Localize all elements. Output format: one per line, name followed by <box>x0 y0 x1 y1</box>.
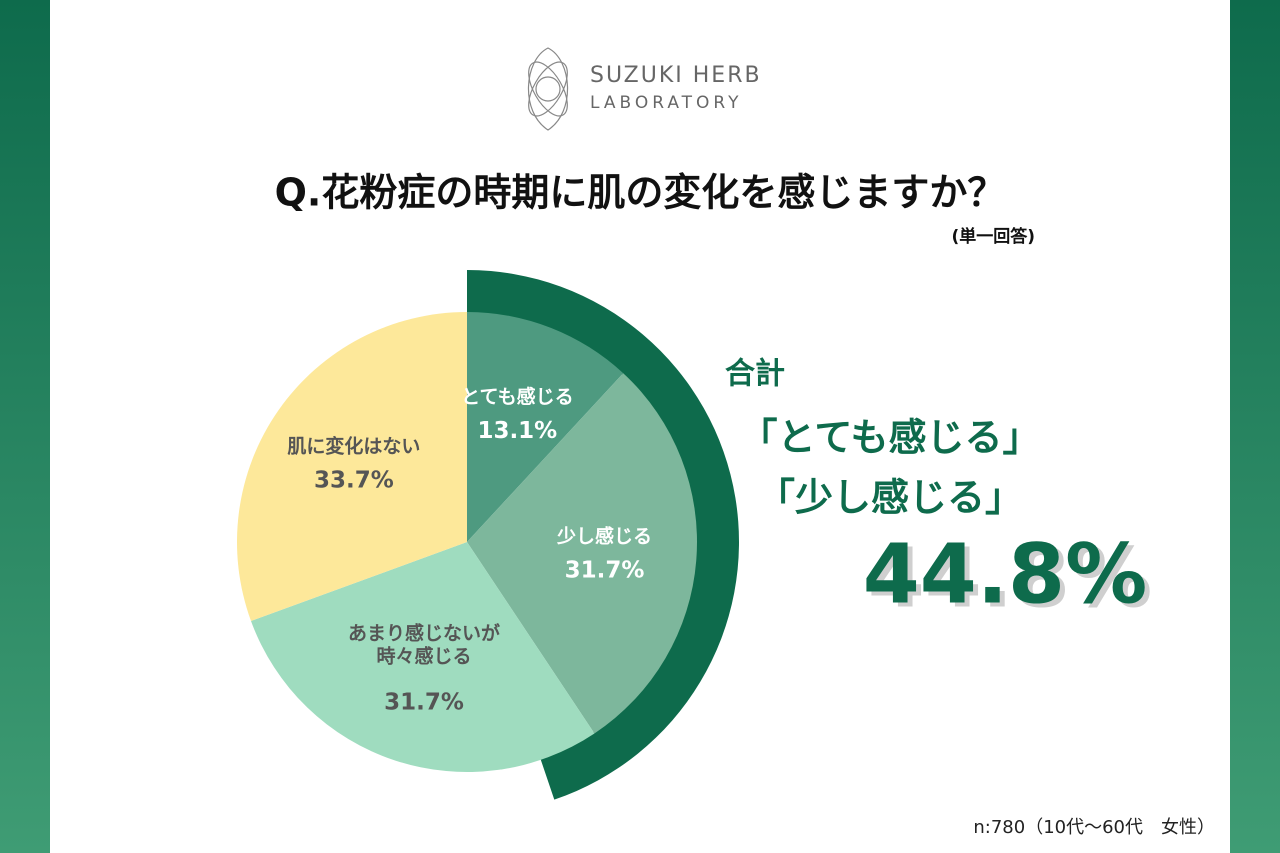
note: n:780（10代〜60代 女性） <box>973 817 1215 838</box>
total-value: 44.8% <box>863 527 1147 622</box>
slice-label: あまり感じないが時々感じる <box>348 621 500 667</box>
side-bar <box>0 0 50 853</box>
total-band <box>467 270 739 800</box>
pie: とても感じる 13.1% 少し感じる 31.7% あまり感じないが時々感じる 31.7% 肌… <box>237 270 739 800</box>
slice-value: 31.7% <box>384 690 464 716</box>
logo-text: LABORATORY <box>590 93 743 113</box>
slice-value: 31.7% <box>565 558 645 584</box>
total-item: 「とても感じる」 <box>740 416 1041 460</box>
total-item: 「少し感じる」 <box>757 476 1023 520</box>
logo-mark <box>527 47 569 131</box>
logo-text: SUZUKI HERB <box>590 63 762 88</box>
pie-slice <box>250 542 595 772</box>
slice-value: 13.1% <box>477 418 557 444</box>
pie-slice <box>467 312 624 542</box>
chart-title: Q.花粉症の時期に肌の変化を感じますか？ <box>275 171 1006 215</box>
slice-label: 少し感じる <box>556 525 652 548</box>
pie-slice <box>467 373 697 734</box>
side-bar <box>1230 0 1280 853</box>
slice-label: 肌に変化はない <box>287 434 420 457</box>
subtitle: (単一回答) <box>951 226 1035 247</box>
total-callout: 合計「とても感じる」「少し感じる」 44.8%44.8% <box>725 357 1152 627</box>
slice-value: 33.7% <box>314 467 394 493</box>
pie-slice <box>237 312 467 622</box>
total-label: 合計 <box>725 357 785 392</box>
slice-label: とても感じる <box>461 385 573 408</box>
total-value-shadow: 44.8% <box>868 531 1152 626</box>
